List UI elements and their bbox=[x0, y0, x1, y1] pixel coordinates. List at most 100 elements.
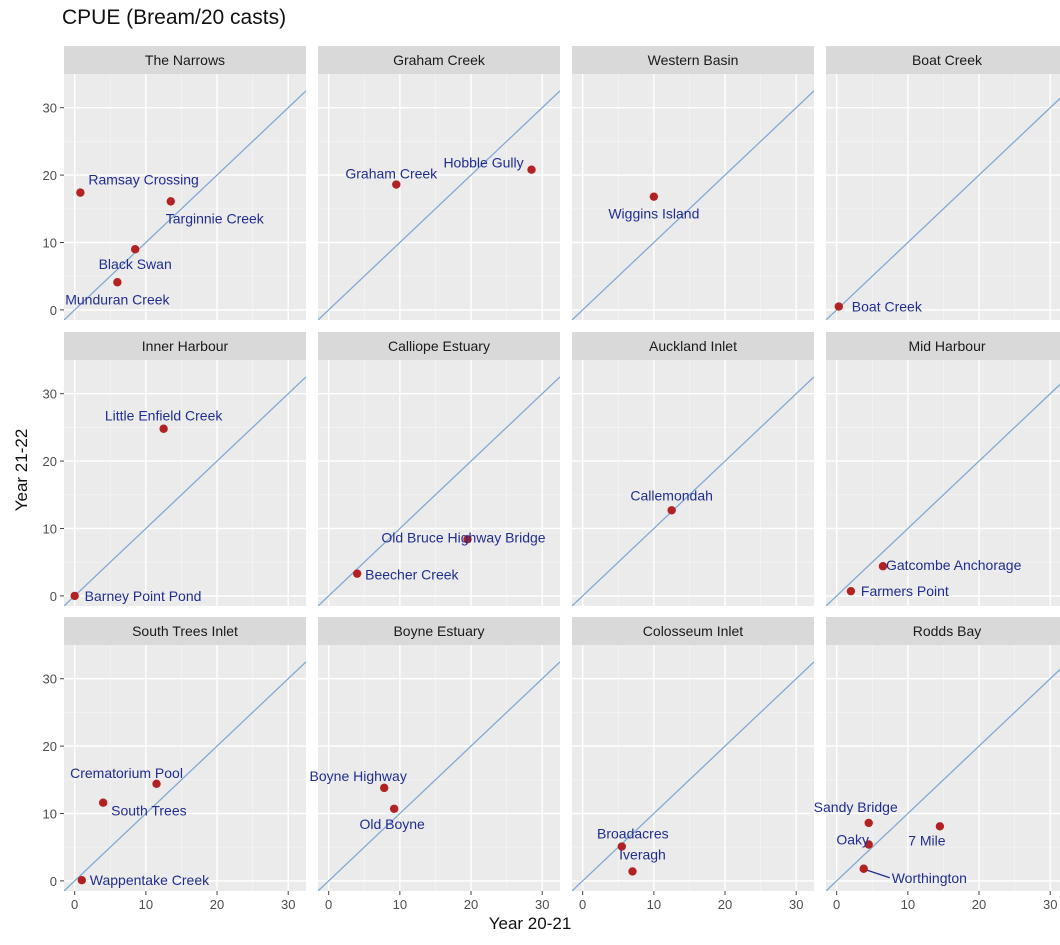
y-tick-label: 20 bbox=[43, 168, 57, 183]
facet-title: Rodds Bay bbox=[913, 623, 981, 639]
facet-title: Auckland Inlet bbox=[649, 338, 737, 354]
data-point-crematorium-pool bbox=[152, 779, 161, 789]
y-tick-label: 30 bbox=[43, 101, 57, 116]
data-label-ramsay-crossing: Ramsay Crossing bbox=[88, 172, 198, 188]
data-point-boat-creek bbox=[834, 302, 844, 311]
data-label-targinnie-creek: Targinnie Creek bbox=[166, 210, 265, 226]
data-point-beecher-creek bbox=[352, 569, 362, 578]
facet-strip bbox=[318, 332, 560, 360]
data-label-gatcombe-anchorage: Gatcombe Anchorage bbox=[886, 557, 1022, 573]
facet-strip bbox=[826, 617, 1060, 645]
data-point-targinnie-creek bbox=[166, 197, 175, 206]
panel-background bbox=[826, 74, 1060, 320]
facet-strip bbox=[64, 617, 306, 645]
facet-title: Calliope Estuary bbox=[388, 338, 490, 354]
reference-line bbox=[826, 668, 1060, 891]
facet-title: Mid Harbour bbox=[908, 338, 985, 354]
data-point-old-boyne bbox=[389, 804, 399, 813]
data-point-7-mile bbox=[935, 822, 945, 831]
reference-line bbox=[318, 376, 560, 606]
facet-title: The Narrows bbox=[145, 52, 225, 68]
y-axis-label: Year 21-22 bbox=[12, 428, 31, 512]
data-label-south-trees: South Trees bbox=[111, 803, 187, 819]
x-axis-label: Year 20-21 bbox=[488, 914, 572, 933]
facet-rodds-bay: Rodds Bay Sandy Bridge 7 Mile Oaky Worthingt… bbox=[814, 617, 1060, 912]
data-label-worthington: Worthington bbox=[892, 870, 967, 886]
data-label-boyne-highway: Boyne Highway bbox=[310, 768, 407, 784]
data-label-munduran-creek: Munduran Creek bbox=[65, 291, 170, 307]
facet-auckland-inlet: Auckland Inlet Callemondah bbox=[572, 332, 814, 606]
reference-line bbox=[572, 661, 814, 891]
facet-strip bbox=[826, 46, 1060, 74]
x-tick-label: 20 bbox=[972, 897, 986, 912]
panel-background bbox=[826, 360, 1060, 606]
data-label-hobble-gully: Hobble Gully bbox=[443, 155, 523, 171]
x-tick-label: 0 bbox=[579, 897, 586, 912]
data-label-iveragh: Iveragh bbox=[619, 846, 666, 862]
x-tick-label: 20 bbox=[718, 897, 732, 912]
data-label-wappentake-creek: Wappentake Creek bbox=[90, 872, 210, 888]
panel-background bbox=[64, 74, 306, 320]
data-point-gatcombe-anchorage bbox=[878, 562, 888, 571]
facet-strip bbox=[572, 46, 814, 74]
panel-background bbox=[572, 360, 814, 606]
reference-line bbox=[64, 376, 306, 606]
facet-title: Graham Creek bbox=[393, 52, 486, 68]
x-tick-label: 10 bbox=[647, 897, 661, 912]
x-tick-label: 30 bbox=[281, 897, 295, 912]
data-label-beecher-creek: Beecher Creek bbox=[365, 567, 459, 583]
data-label-black-swan: Black Swan bbox=[99, 256, 172, 272]
facet-strip bbox=[64, 332, 306, 360]
y-tick-label: 20 bbox=[43, 739, 57, 754]
x-tick-label: 10 bbox=[901, 897, 915, 912]
facet-strip bbox=[572, 332, 814, 360]
facet-title: Inner Harbour bbox=[142, 338, 229, 354]
data-label-7-mile: 7 Mile bbox=[908, 832, 946, 848]
facet-south-trees-inlet: South Trees Inlet Crematorium Pool South T… bbox=[43, 617, 306, 912]
panel-background bbox=[318, 74, 560, 320]
panel-background bbox=[318, 360, 560, 606]
data-point-farmers-point bbox=[846, 586, 856, 596]
facet-title: Colosseum Inlet bbox=[643, 623, 743, 639]
data-label-farmers-point: Farmers Point bbox=[861, 583, 949, 599]
x-tick-label: 0 bbox=[71, 897, 78, 912]
reference-line bbox=[826, 97, 1060, 320]
facet-title: Boat Creek bbox=[912, 52, 983, 68]
data-point-hobble-gully bbox=[527, 165, 536, 174]
facet-strip bbox=[826, 332, 1060, 360]
y-tick-label: 0 bbox=[50, 303, 57, 318]
data-label-wiggins-island: Wiggins Island bbox=[608, 206, 699, 222]
y-tick-label: 20 bbox=[43, 454, 57, 469]
data-point-old-bruce-highway-bridge bbox=[463, 535, 472, 544]
data-point-south-trees bbox=[98, 798, 108, 807]
panel-background bbox=[318, 645, 560, 891]
data-point-oaky bbox=[864, 840, 873, 849]
x-tick-label: 0 bbox=[325, 897, 332, 912]
data-point-barney-point-pond bbox=[70, 591, 79, 601]
facet-graham-creek: Graham Creek Graham Creek Hobble Gully bbox=[318, 46, 560, 320]
data-point-wappentake-creek bbox=[77, 876, 86, 885]
data-label-old-bruce-highway-bridge: Old Bruce Highway Bridge bbox=[381, 529, 545, 545]
x-tick-label: 30 bbox=[535, 897, 549, 912]
facet-western-basin: Western Basin Wiggins Island bbox=[572, 46, 814, 320]
facet-strip bbox=[572, 617, 814, 645]
data-label-barney-point-pond: Barney Point Pond bbox=[85, 588, 202, 604]
panel-background bbox=[64, 645, 306, 891]
facet-title: Western Basin bbox=[648, 52, 739, 68]
y-tick-label: 0 bbox=[50, 874, 57, 889]
reference-line bbox=[64, 90, 306, 320]
y-tick-label: 10 bbox=[43, 806, 57, 821]
reference-line bbox=[318, 661, 560, 891]
panel-background bbox=[826, 645, 1060, 891]
label-leader-line bbox=[865, 869, 890, 879]
facet-strip bbox=[64, 46, 306, 74]
panel-background bbox=[572, 645, 814, 891]
reference-line bbox=[318, 90, 560, 320]
y-tick-label: 30 bbox=[43, 387, 57, 402]
panel-background bbox=[64, 360, 306, 606]
data-label-crematorium-pool: Crematorium Pool bbox=[70, 765, 183, 781]
y-tick-label: 10 bbox=[43, 235, 57, 250]
facet-the-narrows: The Narrows Ramsay Crossing Targinnie Cree… bbox=[43, 46, 306, 320]
